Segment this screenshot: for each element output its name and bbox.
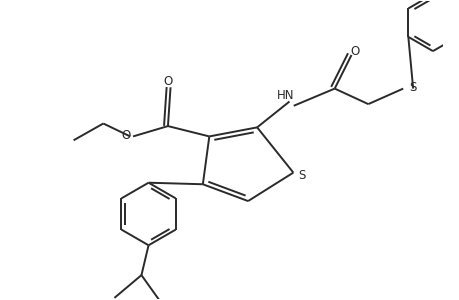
Text: O: O	[350, 45, 359, 58]
Text: O: O	[121, 128, 130, 142]
Text: HN: HN	[277, 88, 294, 102]
Text: S: S	[408, 81, 415, 94]
Text: S: S	[297, 169, 305, 182]
Text: O: O	[162, 75, 172, 88]
